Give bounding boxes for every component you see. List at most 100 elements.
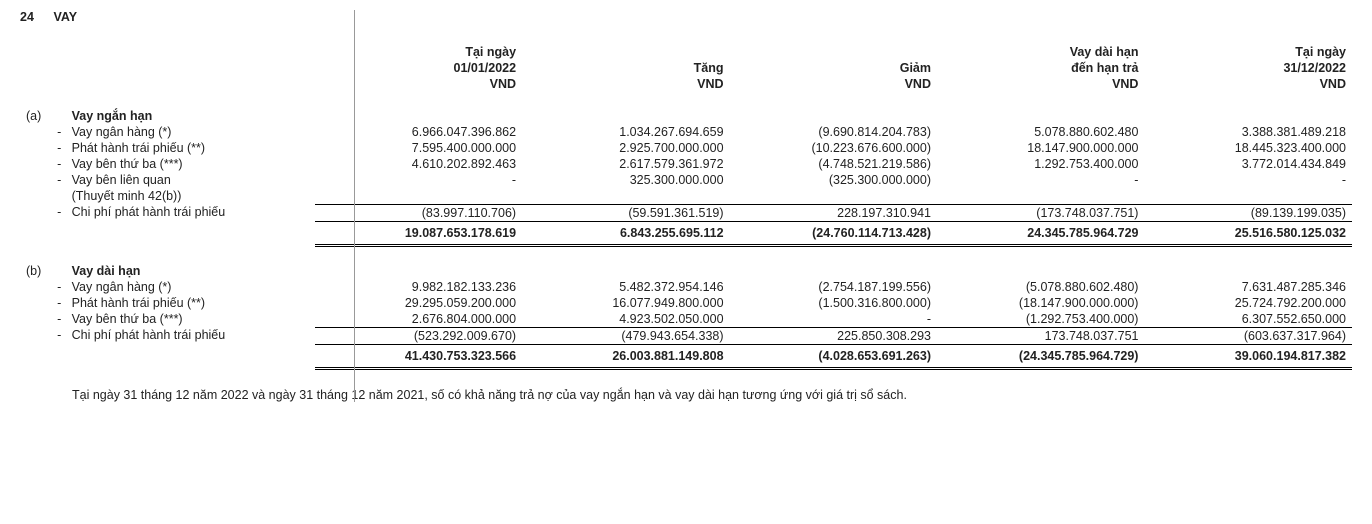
bullet-icon: - bbox=[51, 327, 66, 344]
table-row: -Vay bên thứ ba (***)2.676.804.000.0004.… bbox=[20, 311, 1352, 328]
cell: - bbox=[937, 172, 1144, 188]
row-label: Vay bên thứ ba (***) bbox=[66, 311, 315, 328]
bullet-icon: - bbox=[51, 295, 66, 311]
note-title: VAY bbox=[53, 10, 77, 24]
subtotal-row: 19.087.653.178.6196.843.255.695.112(24.7… bbox=[20, 221, 1352, 245]
cell: 1.034.267.694.659 bbox=[522, 124, 729, 140]
cell: (83.997.110.706) bbox=[315, 204, 522, 221]
bullet-icon: - bbox=[51, 156, 66, 172]
cell: 18.445.323.400.000 bbox=[1144, 140, 1352, 156]
note-header: 24 VAY bbox=[20, 10, 1352, 24]
cell: (10.223.676.600.000) bbox=[730, 140, 937, 156]
col-header: 31/12/2022 bbox=[1144, 60, 1352, 76]
cell: (59.591.361.519) bbox=[522, 204, 729, 221]
cell: 3.772.014.434.849 bbox=[1144, 156, 1352, 172]
cell: (523.292.009.670) bbox=[315, 327, 522, 344]
cell: - bbox=[315, 172, 522, 188]
table-row: -Phát hành trái phiếu (**)29.295.059.200… bbox=[20, 295, 1352, 311]
cell: 16.077.949.800.000 bbox=[522, 295, 729, 311]
cell: (1.292.753.400.000) bbox=[937, 311, 1144, 328]
row-label-cont: (Thuyết minh 42(b)) bbox=[66, 188, 315, 204]
cell: (5.078.880.602.480) bbox=[937, 279, 1144, 295]
subtotal-cell: (24.760.114.713.428) bbox=[730, 221, 937, 245]
cell: 325.300.000.000 bbox=[522, 172, 729, 188]
footnote-text: Tại ngày 31 tháng 12 năm 2022 và ngày 31… bbox=[72, 388, 1352, 402]
col-header: đến hạn trả bbox=[937, 60, 1144, 76]
subtotal-cell: 39.060.194.817.382 bbox=[1144, 344, 1352, 368]
cell: 5.078.880.602.480 bbox=[937, 124, 1144, 140]
col-header: VND bbox=[937, 76, 1144, 92]
table-row: -Chi phí phát hành trái phiếu(523.292.00… bbox=[20, 327, 1352, 344]
cell: 1.292.753.400.000 bbox=[937, 156, 1144, 172]
row-label: Chi phí phát hành trái phiếu bbox=[66, 327, 315, 344]
cell: 25.724.792.200.000 bbox=[1144, 295, 1352, 311]
cell: (4.748.521.219.586) bbox=[730, 156, 937, 172]
cell: 6.307.552.650.000 bbox=[1144, 311, 1352, 328]
section-title: Vay dài hạn bbox=[66, 263, 315, 279]
bullet-icon: - bbox=[51, 279, 66, 295]
col-header: 01/01/2022 bbox=[315, 60, 522, 76]
note-number: 24 bbox=[20, 10, 50, 24]
subtotal-cell: 25.516.580.125.032 bbox=[1144, 221, 1352, 245]
cell: (173.748.037.751) bbox=[937, 204, 1144, 221]
cell: (325.300.000.000) bbox=[730, 172, 937, 188]
col-header: VND bbox=[1144, 76, 1352, 92]
col-header: Tại ngày bbox=[1144, 44, 1352, 60]
cell: 4.610.202.892.463 bbox=[315, 156, 522, 172]
borrowings-table: Tại ngày Vay dài hạn Tại ngày 01/01/2022… bbox=[20, 44, 1352, 370]
subtotal-cell: 6.843.255.695.112 bbox=[522, 221, 729, 245]
cell: 9.982.182.133.236 bbox=[315, 279, 522, 295]
section-marker: (b) bbox=[20, 263, 51, 279]
cell: (18.147.900.000.000) bbox=[937, 295, 1144, 311]
cell: (2.754.187.199.556) bbox=[730, 279, 937, 295]
cell: 5.482.372.954.146 bbox=[522, 279, 729, 295]
vertical-separator bbox=[354, 10, 355, 402]
col-header: VND bbox=[730, 76, 937, 92]
col-header: VND bbox=[315, 76, 522, 92]
subtotal-cell: 19.087.653.178.619 bbox=[315, 221, 522, 245]
row-label: Vay bên thứ ba (***) bbox=[66, 156, 315, 172]
cell: 2.617.579.361.972 bbox=[522, 156, 729, 172]
row-label: Vay ngân hàng (*) bbox=[66, 124, 315, 140]
cell: 7.595.400.000.000 bbox=[315, 140, 522, 156]
col-header: Tăng bbox=[522, 60, 729, 76]
section-title: Vay ngắn hạn bbox=[66, 108, 315, 124]
row-label: Vay ngân hàng (*) bbox=[66, 279, 315, 295]
cell: - bbox=[1144, 172, 1352, 188]
cell: 18.147.900.000.000 bbox=[937, 140, 1144, 156]
table-row: -Vay bên liên quan-325.300.000.000(325.3… bbox=[20, 172, 1352, 188]
subtotal-row: 41.430.753.323.56626.003.881.149.808(4.0… bbox=[20, 344, 1352, 368]
row-label: Chi phí phát hành trái phiếu bbox=[66, 204, 315, 221]
subtotal-cell: (4.028.653.691.263) bbox=[730, 344, 937, 368]
cell: 228.197.310.941 bbox=[730, 204, 937, 221]
row-label: Phát hành trái phiếu (**) bbox=[66, 295, 315, 311]
table-row: -Phát hành trái phiếu (**)7.595.400.000.… bbox=[20, 140, 1352, 156]
subtotal-cell: 24.345.785.964.729 bbox=[937, 221, 1144, 245]
cell: 29.295.059.200.000 bbox=[315, 295, 522, 311]
cell: 7.631.487.285.346 bbox=[1144, 279, 1352, 295]
col-header: Giảm bbox=[730, 60, 937, 76]
cell: (1.500.316.800.000) bbox=[730, 295, 937, 311]
subtotal-cell: (24.345.785.964.729) bbox=[937, 344, 1144, 368]
cell: 173.748.037.751 bbox=[937, 327, 1144, 344]
table-row: -Chi phí phát hành trái phiếu(83.997.110… bbox=[20, 204, 1352, 221]
table-row: -Vay bên thứ ba (***)4.610.202.892.4632.… bbox=[20, 156, 1352, 172]
col-header: Vay dài hạn bbox=[937, 44, 1144, 60]
bullet-icon: - bbox=[51, 311, 66, 328]
col-header: Tại ngày bbox=[315, 44, 522, 60]
cell: - bbox=[730, 311, 937, 328]
cell: (9.690.814.204.783) bbox=[730, 124, 937, 140]
row-label: Phát hành trái phiếu (**) bbox=[66, 140, 315, 156]
cell: 225.850.308.293 bbox=[730, 327, 937, 344]
cell: 3.388.381.489.218 bbox=[1144, 124, 1352, 140]
cell: 2.925.700.000.000 bbox=[522, 140, 729, 156]
cell: 6.966.047.396.862 bbox=[315, 124, 522, 140]
subtotal-cell: 41.430.753.323.566 bbox=[315, 344, 522, 368]
col-header: VND bbox=[522, 76, 729, 92]
bullet-icon: - bbox=[51, 140, 66, 156]
cell: (89.139.199.035) bbox=[1144, 204, 1352, 221]
section-marker: (a) bbox=[20, 108, 51, 124]
table-row: (Thuyết minh 42(b)) bbox=[20, 188, 1352, 204]
table-row: -Vay ngân hàng (*)9.982.182.133.2365.482… bbox=[20, 279, 1352, 295]
table-header: Tại ngày Vay dài hạn Tại ngày 01/01/2022… bbox=[20, 44, 1352, 92]
